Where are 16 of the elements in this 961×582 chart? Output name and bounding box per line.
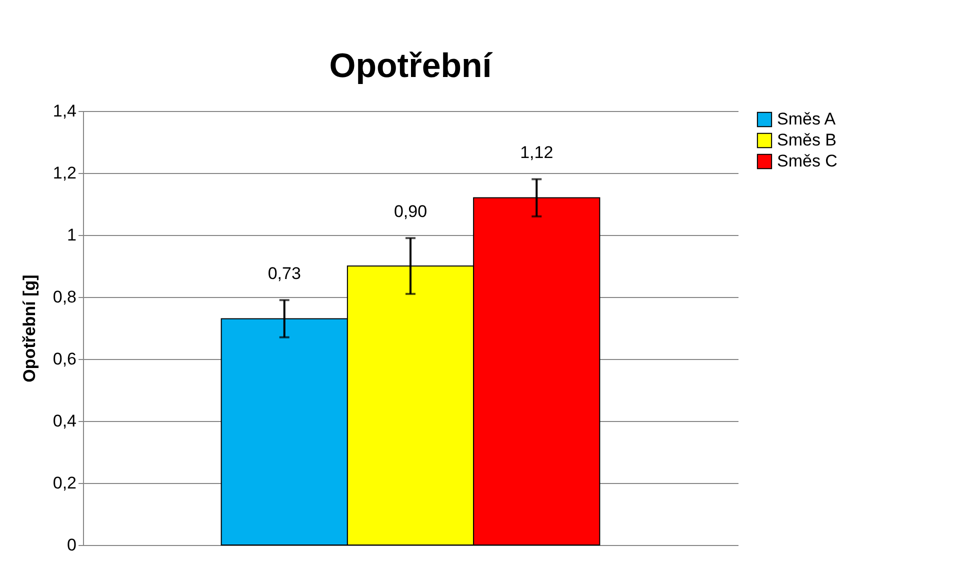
- y-tick-label: 0,8: [52, 288, 76, 306]
- y-tick-label: 1: [67, 226, 76, 244]
- chart-title: Opotřební: [329, 47, 494, 85]
- y-tick-label: 1,4: [52, 102, 76, 120]
- y-axis-title: Opotřební [g]: [20, 274, 39, 382]
- y-tick-label: 0,6: [52, 350, 76, 368]
- data-label: 0,73: [268, 264, 301, 284]
- data-label: 0,90: [394, 202, 428, 222]
- y-tick-label: 0,2: [52, 474, 76, 492]
- legend-label: Směs C: [777, 152, 838, 170]
- data-label: 1,12: [520, 143, 554, 162]
- y-tick-label: 0,4: [52, 412, 76, 430]
- legend-label: Směs B: [777, 130, 837, 150]
- y-tick-label: 0: [67, 536, 76, 554]
- y-tick-label: 1,2: [52, 164, 76, 182]
- legend-label: Směs A: [777, 110, 836, 128]
